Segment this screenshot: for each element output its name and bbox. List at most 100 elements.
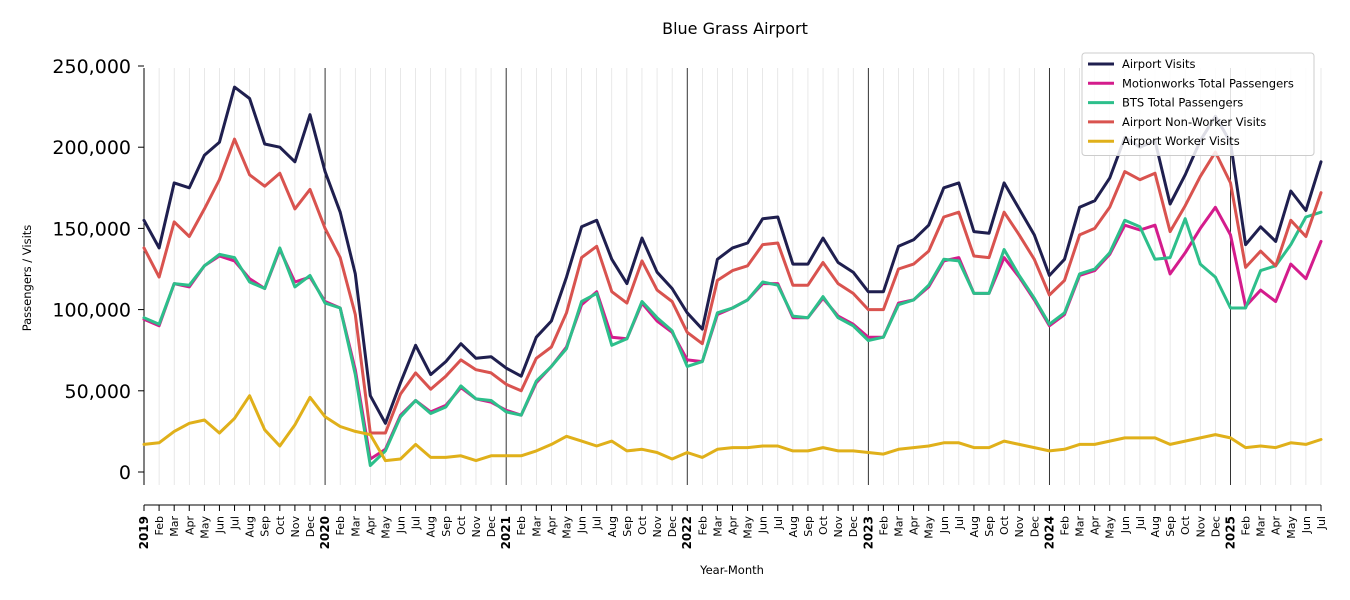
x-tick-label: May	[198, 516, 211, 539]
x-tick-label: 2023	[861, 516, 875, 549]
x-tick-label: Dec	[1209, 516, 1222, 537]
x-tick-label: Apr	[1270, 516, 1283, 536]
x-tick-label: Dec	[666, 516, 679, 537]
legend-box	[1081, 52, 1315, 156]
y-tick-label: 200,000	[52, 137, 131, 159]
x-tick-label: Jul	[1134, 516, 1147, 530]
x-tick-label: 2025	[1223, 516, 1237, 549]
x-tick-label: Oct	[274, 515, 287, 535]
x-tick-label: Apr	[1089, 516, 1102, 536]
x-tick-label: Feb	[696, 516, 709, 535]
gridlines	[158, 68, 1322, 485]
x-tick-label: 2022	[680, 516, 694, 549]
x-tick-label: May	[742, 516, 755, 539]
x-tick-label: Aug	[1149, 516, 1162, 537]
x-tick-label: Feb	[877, 516, 890, 535]
x-tick-label: Sep	[1164, 516, 1177, 537]
x-tick-label: Mar	[349, 516, 362, 537]
x-tick-label: Nov	[1013, 516, 1026, 538]
series-line	[142, 137, 1323, 435]
x-tick-label: Oct	[1179, 515, 1192, 535]
x-tick-label: Mar	[530, 516, 543, 537]
chart-title: Blue Grass Airport	[662, 19, 808, 38]
x-tick-label: Sep	[983, 516, 996, 537]
x-tick-label: Oct	[998, 515, 1011, 535]
legend-label: BTS Total Passengers	[1122, 96, 1243, 110]
x-tick-label: Oct	[636, 515, 649, 535]
x-tick-label: Jul	[229, 516, 242, 530]
x-tick-label: Mar	[1074, 516, 1087, 537]
legend-label: Airport Worker Visits	[1122, 134, 1240, 148]
x-tick-label: Feb	[515, 516, 528, 535]
x-tick-label: Sep	[802, 516, 815, 537]
x-tick-label: 2021	[499, 516, 513, 549]
legend: Airport Visits Motionworks Total Passenge…	[1081, 52, 1315, 156]
series-line	[142, 210, 1323, 467]
x-tick-label: Jun	[938, 516, 951, 534]
x-tick-label: Jul	[953, 516, 966, 530]
y-axis-label: Passengers / Visits	[20, 225, 34, 332]
x-tick-label: 2020	[318, 516, 332, 549]
x-tick-label: Mar	[892, 516, 905, 537]
x-tick-label: Jun	[576, 516, 589, 534]
y-tick-label: 150,000	[52, 218, 131, 240]
x-tick-label: Jun	[213, 516, 226, 534]
x-tick-label: Apr	[183, 516, 196, 536]
x-tick-label: Dec	[304, 516, 317, 537]
x-tick-label: Nov	[832, 516, 845, 538]
x-tick-label: Feb	[334, 516, 347, 535]
x-tick-label: Jun	[1119, 516, 1132, 534]
x-tick-label: May	[561, 516, 574, 539]
y-axis: 0 50,000 100,000 150,000 200,000 250,000	[52, 56, 145, 485]
x-tick-label: May	[923, 516, 936, 539]
x-tick-label: Dec	[485, 516, 498, 537]
x-tick-label: Apr	[727, 516, 740, 536]
x-tick-label: Mar	[711, 516, 724, 537]
x-tick-label: Dec	[1028, 516, 1041, 537]
x-tick-label: Sep	[621, 516, 634, 537]
x-tick-label: Jul	[591, 516, 604, 530]
x-tick-label: Sep	[440, 516, 453, 537]
x-tick-label: Feb	[1240, 516, 1253, 535]
x-tick-label: Dec	[847, 516, 860, 537]
legend-label: Airport Non-Worker Visits	[1122, 115, 1266, 129]
x-tick-label: Nov	[289, 516, 302, 538]
x-tick-label: Jun	[395, 516, 408, 534]
x-axis: 2019 Feb Mar Apr May Jun Jul Aug Sep Oct Nov Dec 202…	[137, 504, 1328, 549]
x-tick-label: Mar	[168, 516, 181, 537]
x-tick-label: Aug	[606, 516, 619, 537]
x-tick-label: Nov	[470, 516, 483, 538]
x-tick-label: Feb	[1058, 516, 1071, 535]
x-tick-label: May	[1285, 516, 1298, 539]
x-tick-label: Jul	[772, 516, 785, 530]
x-tick-label: Aug	[425, 516, 438, 537]
x-tick-label: Apr	[908, 516, 921, 536]
x-tick-label: May	[379, 516, 392, 539]
x-tick-label: Apr	[545, 516, 558, 536]
x-tick-label: Jun	[1300, 516, 1313, 534]
x-tick-label: Aug	[787, 516, 800, 537]
x-tick-label: 2019	[137, 516, 151, 549]
x-tick-label: Mar	[1255, 516, 1268, 537]
x-tick-label: Oct	[455, 515, 468, 535]
x-tick-label: Nov	[651, 516, 664, 538]
y-tick-label: 0	[119, 462, 131, 484]
x-tick-label: Apr	[364, 516, 377, 536]
x-tick-label: Jul	[1315, 516, 1328, 530]
legend-label: Airport Visits	[1122, 57, 1196, 71]
legend-label: Motionworks Total Passengers	[1122, 76, 1294, 90]
x-tick-label: Feb	[153, 516, 166, 535]
x-tick-label: Jun	[757, 516, 770, 534]
x-tick-label: 2024	[1042, 516, 1056, 549]
y-tick-label: 100,000	[52, 300, 131, 322]
y-tick-label: 50,000	[65, 381, 131, 403]
x-tick-label: May	[1104, 516, 1117, 539]
x-tick-label: Jul	[410, 516, 423, 530]
x-tick-label: Aug	[968, 516, 981, 537]
x-tick-label: Nov	[1194, 516, 1207, 538]
x-tick-label: Aug	[244, 516, 257, 537]
series-line	[142, 394, 1323, 463]
x-tick-label: Sep	[259, 516, 272, 537]
